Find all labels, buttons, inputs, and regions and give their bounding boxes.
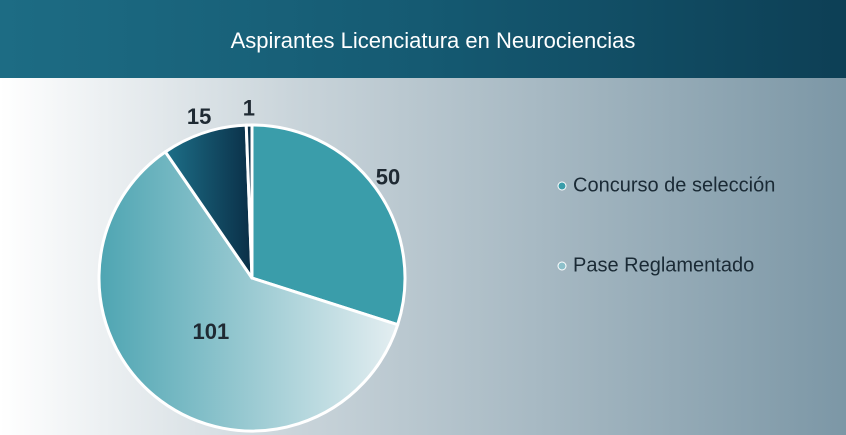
legend-label: Concurso de selección — [573, 174, 775, 196]
legend-marker — [557, 181, 567, 191]
value-label: 15 — [187, 104, 211, 129]
legend-label: Pase Reglamentado — [573, 254, 754, 276]
chart-title: Aspirantes Licenciatura en Neurociencias — [231, 28, 636, 53]
value-label: 101 — [193, 319, 230, 344]
value-label: 50 — [376, 165, 400, 190]
legend-marker — [557, 261, 567, 271]
pie-slice — [250, 123, 407, 327]
pie-slice — [163, 123, 254, 280]
pie-slice — [244, 123, 254, 280]
header-band — [0, 0, 846, 78]
pie-slice — [97, 150, 400, 433]
value-label: 1 — [243, 96, 255, 121]
